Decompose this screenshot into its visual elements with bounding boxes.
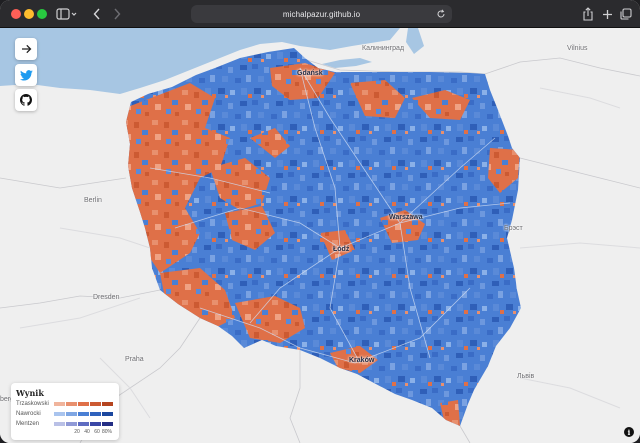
arrow-right-icon xyxy=(21,44,31,54)
sidebar-toggle-button[interactable] xyxy=(52,5,82,23)
github-button[interactable] xyxy=(15,89,37,111)
twitter-icon xyxy=(19,69,33,81)
expand-panel-button[interactable] xyxy=(15,38,37,60)
city-label-warszawa: Warszawa xyxy=(389,214,423,221)
close-window-button[interactable] xyxy=(11,9,21,19)
city-label-kaliningrad: Калининград xyxy=(362,45,405,52)
reload-icon[interactable] xyxy=(436,9,446,19)
baltic-sea xyxy=(0,28,400,94)
legend-tick: 20 xyxy=(74,429,80,435)
legend-tick: 80% xyxy=(102,429,113,435)
legend-tick: 60 xyxy=(94,429,100,435)
legend-ticks: 20 40 60 80% xyxy=(72,429,114,435)
tabs-overview-icon xyxy=(620,8,632,20)
github-icon xyxy=(20,94,32,106)
url-text: michalpazur.github.io xyxy=(282,9,361,19)
tab-overview-button[interactable] xyxy=(619,5,633,23)
legend-row-nawrocki: Nawrocki xyxy=(16,409,114,418)
chevron-right-icon xyxy=(114,8,121,20)
twitter-button[interactable] xyxy=(15,64,37,86)
legend-swatch xyxy=(90,401,101,406)
legend-row-label: Nawrocki xyxy=(16,410,41,417)
forward-button[interactable] xyxy=(109,5,125,23)
share-button[interactable] xyxy=(581,5,595,23)
legend-swatch xyxy=(66,401,77,406)
minimize-window-button[interactable] xyxy=(24,9,34,19)
new-tab-button[interactable] xyxy=(600,5,614,23)
city-label-berlin: Berlin xyxy=(84,197,102,204)
legend-swatch xyxy=(78,411,89,416)
legend-swatches xyxy=(54,411,114,416)
sidebar-icon xyxy=(56,8,77,20)
legend-row-label: Trzaskowski xyxy=(16,400,49,407)
legend-tick: 40 xyxy=(84,429,90,435)
legend-swatch xyxy=(78,401,89,406)
neighbour-roads xyxy=(19,87,640,419)
city-label-praha: Praha xyxy=(125,356,144,363)
legend-swatch xyxy=(90,421,101,426)
city-label-berg: berg xyxy=(0,396,15,403)
share-icon xyxy=(583,7,593,21)
election-map[interactable]: Gdańsk Warszawa Łódź Kraków Калининград … xyxy=(0,28,640,443)
zoom-window-button[interactable] xyxy=(37,9,47,19)
legend-swatches xyxy=(54,421,114,426)
legend-swatch xyxy=(54,411,65,416)
legend-row-trzaskowski: Trzaskowski xyxy=(16,399,114,408)
legend-swatches xyxy=(54,401,114,406)
city-label-krakow: Kraków xyxy=(349,357,375,364)
back-button[interactable] xyxy=(89,5,105,23)
legend-row-label: Mentzen xyxy=(16,420,40,427)
city-label-brest: Брэст xyxy=(504,225,523,232)
legend-swatch xyxy=(102,421,113,426)
legend-swatch xyxy=(54,401,65,406)
info-icon: i xyxy=(627,427,631,437)
legend-swatch xyxy=(66,411,77,416)
plus-icon xyxy=(602,9,612,19)
legend-row-mentzen: Mentzen xyxy=(16,419,114,428)
chevron-left-icon xyxy=(93,8,100,20)
curonian-lagoon xyxy=(406,28,424,54)
legend-title: Wynik xyxy=(16,388,44,398)
legend-swatch xyxy=(102,401,113,406)
roads xyxy=(149,67,511,364)
info-button[interactable]: i xyxy=(624,427,634,437)
legend-swatch xyxy=(90,411,101,416)
legend: Wynik Trzaskowski Nawrocki Mentzen 20 40… xyxy=(11,383,119,440)
map-canvas[interactable] xyxy=(0,28,640,443)
address-bar[interactable]: michalpazur.github.io xyxy=(191,5,452,23)
vistula-lagoon xyxy=(322,58,372,68)
city-label-vilnius: Vilnius xyxy=(567,45,588,52)
legend-swatch xyxy=(78,421,89,426)
trzaskowski-regions xyxy=(126,63,520,426)
city-label-lviv: Львів xyxy=(517,373,535,380)
legend-swatch xyxy=(66,421,77,426)
city-label-dresden: Dresden xyxy=(93,294,120,301)
city-label-lodz: Łódź xyxy=(333,246,350,253)
legend-swatch xyxy=(102,411,113,416)
legend-swatch xyxy=(54,421,65,426)
browser-toolbar: michalpazur.github.io xyxy=(0,0,640,28)
city-label-gdansk: Gdańsk xyxy=(297,70,323,77)
